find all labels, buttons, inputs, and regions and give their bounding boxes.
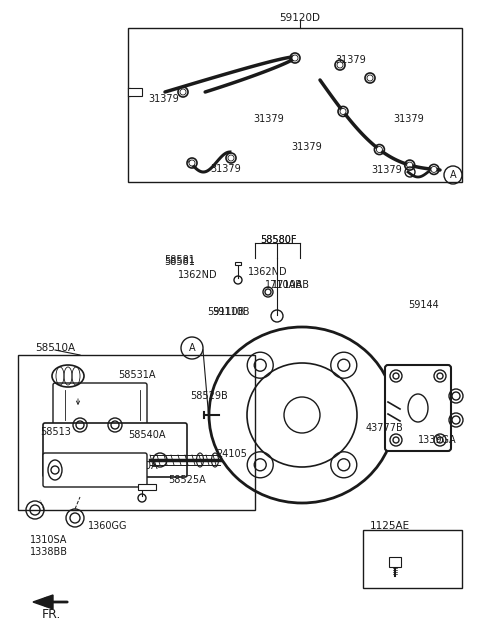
Circle shape [292, 55, 298, 61]
Circle shape [376, 147, 383, 152]
Text: 24105: 24105 [216, 449, 247, 459]
Text: 58513: 58513 [40, 427, 71, 437]
Circle shape [337, 62, 343, 68]
Text: 31379: 31379 [148, 94, 179, 104]
Text: 1710AB: 1710AB [272, 280, 310, 290]
FancyBboxPatch shape [389, 557, 401, 567]
Text: 58510A: 58510A [35, 343, 75, 353]
Circle shape [228, 155, 234, 161]
Text: 59110B: 59110B [213, 307, 250, 317]
Text: 1360GG: 1360GG [88, 521, 128, 531]
Text: 43777B: 43777B [366, 423, 404, 433]
Text: 58531A: 58531A [118, 370, 156, 380]
Text: 1362ND: 1362ND [248, 267, 288, 277]
Text: 58525A: 58525A [168, 475, 206, 485]
Text: FR.: FR. [42, 607, 61, 621]
Bar [363, 530, 462, 588]
FancyBboxPatch shape [138, 484, 156, 490]
Bar [18, 355, 255, 510]
Text: A: A [189, 343, 195, 353]
FancyBboxPatch shape [128, 88, 142, 96]
Circle shape [431, 167, 437, 172]
FancyBboxPatch shape [385, 365, 451, 451]
Text: 59144: 59144 [408, 300, 439, 310]
Text: 31379: 31379 [335, 55, 366, 65]
Bar [128, 28, 462, 182]
Text: 58580F: 58580F [260, 235, 296, 245]
Text: 31379: 31379 [291, 142, 322, 152]
Polygon shape [33, 595, 53, 609]
Circle shape [367, 75, 373, 81]
Text: 58540A: 58540A [128, 430, 166, 440]
Text: 58550A: 58550A [120, 461, 157, 471]
Text: 31379: 31379 [210, 164, 241, 174]
Text: 58529B: 58529B [190, 391, 228, 401]
Text: 58580F: 58580F [260, 235, 296, 245]
Text: 58581: 58581 [164, 255, 195, 265]
Text: A: A [450, 170, 456, 180]
Text: 31379: 31379 [253, 114, 284, 124]
FancyBboxPatch shape [43, 453, 147, 487]
FancyBboxPatch shape [53, 383, 147, 427]
Text: 31379: 31379 [371, 165, 402, 175]
Text: 1339GA: 1339GA [418, 435, 456, 445]
Text: 59110B: 59110B [207, 307, 245, 317]
Circle shape [407, 162, 413, 168]
Text: 1710AB: 1710AB [265, 280, 303, 290]
Text: 1310SA: 1310SA [30, 535, 67, 545]
Circle shape [180, 89, 186, 95]
Text: 1125AE: 1125AE [370, 521, 410, 531]
Text: 1362ND: 1362ND [179, 270, 218, 280]
Text: 31379: 31379 [393, 114, 424, 124]
Text: 59120D: 59120D [279, 13, 321, 23]
Circle shape [340, 108, 346, 114]
Text: 58581: 58581 [164, 257, 195, 267]
Circle shape [189, 160, 195, 166]
FancyBboxPatch shape [235, 262, 241, 265]
Text: 1338BB: 1338BB [30, 547, 68, 557]
FancyBboxPatch shape [43, 423, 187, 477]
